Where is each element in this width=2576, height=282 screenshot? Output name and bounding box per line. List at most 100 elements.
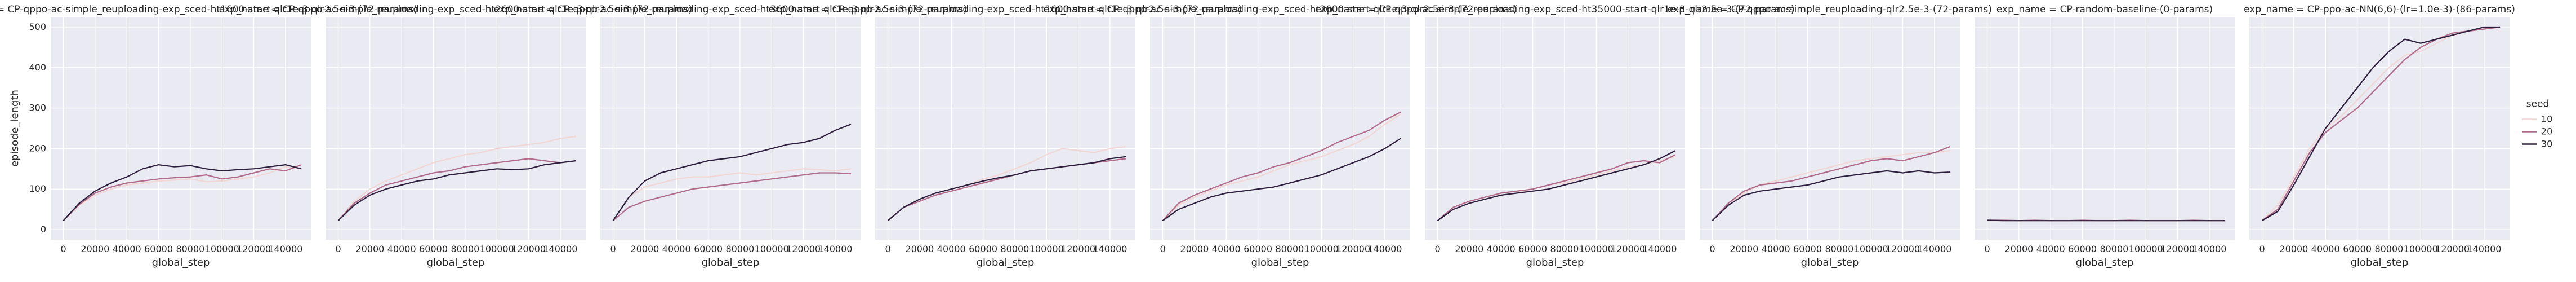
series-line-seed-30 — [337, 160, 577, 221]
x-tick-label: 0 — [2259, 244, 2265, 254]
x-tick-label: 100000 — [1029, 244, 1064, 254]
x-tick-label: 80000 — [1550, 244, 1579, 254]
series-lines — [1437, 150, 1676, 222]
x-tick-label: 60000 — [419, 244, 448, 254]
x-tick-label: 40000 — [1487, 244, 1516, 254]
x-axis-label: global_step — [1801, 257, 1859, 268]
x-tick-label: 60000 — [1244, 244, 1272, 254]
x-tick-label: 40000 — [2311, 244, 2340, 254]
x-axis-label: global_step — [2076, 257, 2134, 268]
panel-title: exp_name = CP-qppo-ac-simple_reuploading… — [1315, 4, 1794, 15]
series-line-seed-30 — [1712, 170, 1951, 221]
plot-background — [1425, 17, 1685, 240]
x-tick-label: 40000 — [113, 244, 141, 254]
x-tick-label: 0 — [335, 244, 341, 254]
panel-title: exp_name = CP-qppo-ac-simple_reuploading… — [0, 4, 417, 15]
series-line-seed-30 — [1437, 150, 1676, 222]
series-line-seed-20 — [1437, 154, 1676, 222]
x-tick-label: 120000 — [1336, 244, 1370, 254]
x-tick-label: 80000 — [176, 244, 204, 254]
plot-background — [2249, 17, 2510, 240]
panel-title: exp_name = CP-random-baseline-(0-params) — [1996, 4, 2213, 15]
x-tick-label: 80000 — [1000, 244, 1029, 254]
x-axis-label: global_step — [977, 257, 1035, 268]
x-tick-label: 120000 — [237, 244, 271, 254]
series-lines — [612, 124, 852, 222]
y-tick-label: 100 — [29, 183, 46, 194]
series-line-seed-20 — [337, 158, 577, 221]
x-tick-label: 120000 — [511, 244, 546, 254]
x-tick-label: 100000 — [1304, 244, 1339, 254]
legend-label: 10 — [2541, 114, 2552, 125]
series-lines — [63, 164, 302, 221]
series-line-seed-10 — [612, 168, 852, 221]
series-line-seed-30 — [612, 124, 852, 221]
x-axis-label: global_step — [1251, 257, 1309, 268]
x-tick-label: 140000 — [1093, 244, 1127, 254]
x-axis-label: global_step — [1526, 257, 1584, 268]
x-axis-label: global_step — [152, 257, 210, 268]
x-tick-label: 40000 — [1212, 244, 1241, 254]
x-tick-label: 20000 — [1180, 244, 1209, 254]
series-lines — [887, 146, 1126, 222]
y-tick-label: 0 — [41, 224, 46, 235]
panel-2: exp_name = CP-qppo-ac-simple_reuploading… — [219, 4, 692, 268]
y-axis-label: episode_length — [9, 90, 21, 167]
x-tick-label: 80000 — [451, 244, 479, 254]
x-tick-label: 40000 — [2036, 244, 2065, 254]
x-tick-label: 140000 — [1367, 244, 1402, 254]
x-tick-label: 140000 — [543, 244, 577, 254]
series-lines — [1712, 146, 1951, 221]
legend-label: 30 — [2541, 139, 2552, 149]
x-tick-label: 100000 — [1579, 244, 1614, 254]
x-tick-label: 80000 — [2374, 244, 2403, 254]
plot-background — [51, 17, 311, 240]
panel-title: exp_name = CP-qppo-ac-simple_reuploading… — [494, 4, 967, 15]
x-tick-label: 0 — [1984, 244, 1990, 254]
panel-5: exp_name = CP-qppo-ac-simple_reuploading… — [1044, 4, 1517, 268]
series-line-seed-30 — [63, 164, 302, 221]
x-tick-label: 40000 — [1762, 244, 1790, 254]
legend-label: 20 — [2541, 126, 2552, 137]
series-line-seed-20 — [1162, 111, 1401, 221]
x-tick-label: 100000 — [755, 244, 789, 254]
plot-background — [600, 17, 861, 240]
x-tick-label: 100000 — [480, 244, 514, 254]
x-tick-label: 20000 — [355, 244, 384, 254]
x-tick-label: 80000 — [1825, 244, 1853, 254]
x-tick-label: 20000 — [905, 244, 934, 254]
plot-background — [1700, 17, 1960, 240]
x-axis-label: global_step — [2351, 257, 2409, 268]
x-tick-label: 40000 — [937, 244, 966, 254]
series-line-seed-10 — [1162, 113, 1401, 221]
x-tick-label: 0 — [60, 244, 66, 254]
x-tick-label: 140000 — [2192, 244, 2226, 254]
panel-9: exp_name = CP-ppo-ac-NN(6,6)-(lr=1.0e-3)… — [2244, 4, 2515, 268]
panels: exp_name = CP-qppo-ac-simple_reuploading… — [0, 4, 2515, 268]
x-tick-label: 0 — [885, 244, 890, 254]
y-tick-label: 400 — [29, 62, 46, 73]
x-tick-label: 100000 — [2404, 244, 2438, 254]
series-line-seed-20 — [612, 172, 852, 222]
x-tick-label: 140000 — [1917, 244, 1951, 254]
panel-1: exp_name = CP-qppo-ac-simple_reuploading… — [0, 4, 417, 268]
series-lines — [2261, 26, 2501, 222]
x-tick-label: 120000 — [2160, 244, 2195, 254]
x-tick-label: 120000 — [1886, 244, 1920, 254]
x-tick-label: 20000 — [1455, 244, 1483, 254]
series-line-seed-20 — [1712, 146, 1951, 221]
x-tick-label: 100000 — [2129, 244, 2163, 254]
x-tick-label: 80000 — [2100, 244, 2128, 254]
panel-4: exp_name = CP-qppo-ac-simple_reuploading… — [769, 4, 1242, 268]
x-tick-label: 60000 — [1518, 244, 1547, 254]
series-lines — [1162, 111, 1401, 222]
x-tick-label: 60000 — [694, 244, 723, 254]
series-line-seed-10 — [63, 166, 302, 221]
x-tick-label: 60000 — [144, 244, 173, 254]
series-line-seed-10 — [337, 135, 577, 221]
plot-background — [1975, 17, 2235, 240]
series-line-seed-30 — [1162, 138, 1401, 222]
x-tick-label: 20000 — [2279, 244, 2308, 254]
series-line-seed-20 — [63, 164, 302, 221]
